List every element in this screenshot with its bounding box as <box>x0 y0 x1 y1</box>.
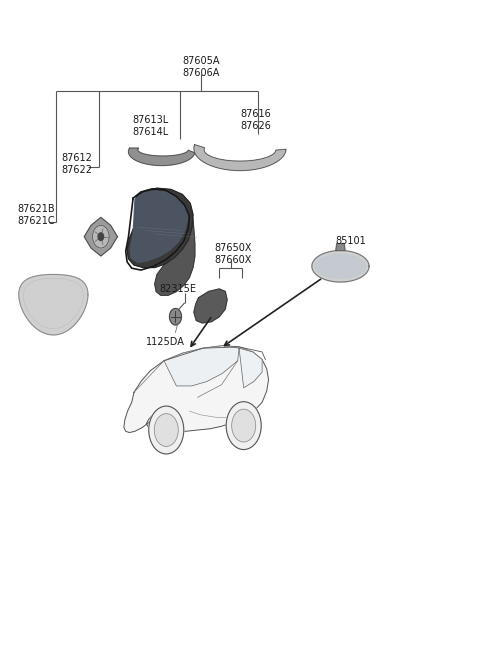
Circle shape <box>98 233 104 241</box>
Circle shape <box>232 409 256 442</box>
Polygon shape <box>124 346 269 432</box>
Polygon shape <box>129 148 195 165</box>
Circle shape <box>226 401 261 449</box>
Text: 87616
87626: 87616 87626 <box>240 109 271 131</box>
Circle shape <box>154 414 178 446</box>
Text: 87650X
87660X: 87650X 87660X <box>215 243 252 264</box>
Polygon shape <box>131 191 188 262</box>
Text: 1125DA: 1125DA <box>146 337 185 347</box>
Circle shape <box>93 226 109 248</box>
Circle shape <box>169 308 181 325</box>
Text: 85101: 85101 <box>335 236 366 246</box>
Polygon shape <box>194 145 286 171</box>
Polygon shape <box>127 188 193 268</box>
Text: 87605A
87606A: 87605A 87606A <box>182 56 219 77</box>
Polygon shape <box>315 255 366 278</box>
Text: 87613L
87614L: 87613L 87614L <box>132 115 168 138</box>
Polygon shape <box>155 197 195 295</box>
Polygon shape <box>239 348 262 388</box>
Polygon shape <box>312 251 369 282</box>
Polygon shape <box>164 346 239 386</box>
Polygon shape <box>194 289 227 323</box>
Text: 87612
87622: 87612 87622 <box>61 154 92 175</box>
Text: 87621B
87621C: 87621B 87621C <box>17 203 55 226</box>
Polygon shape <box>84 217 118 256</box>
Polygon shape <box>336 243 345 251</box>
Circle shape <box>149 406 184 454</box>
Polygon shape <box>19 274 88 335</box>
Text: 82315E: 82315E <box>159 284 196 294</box>
